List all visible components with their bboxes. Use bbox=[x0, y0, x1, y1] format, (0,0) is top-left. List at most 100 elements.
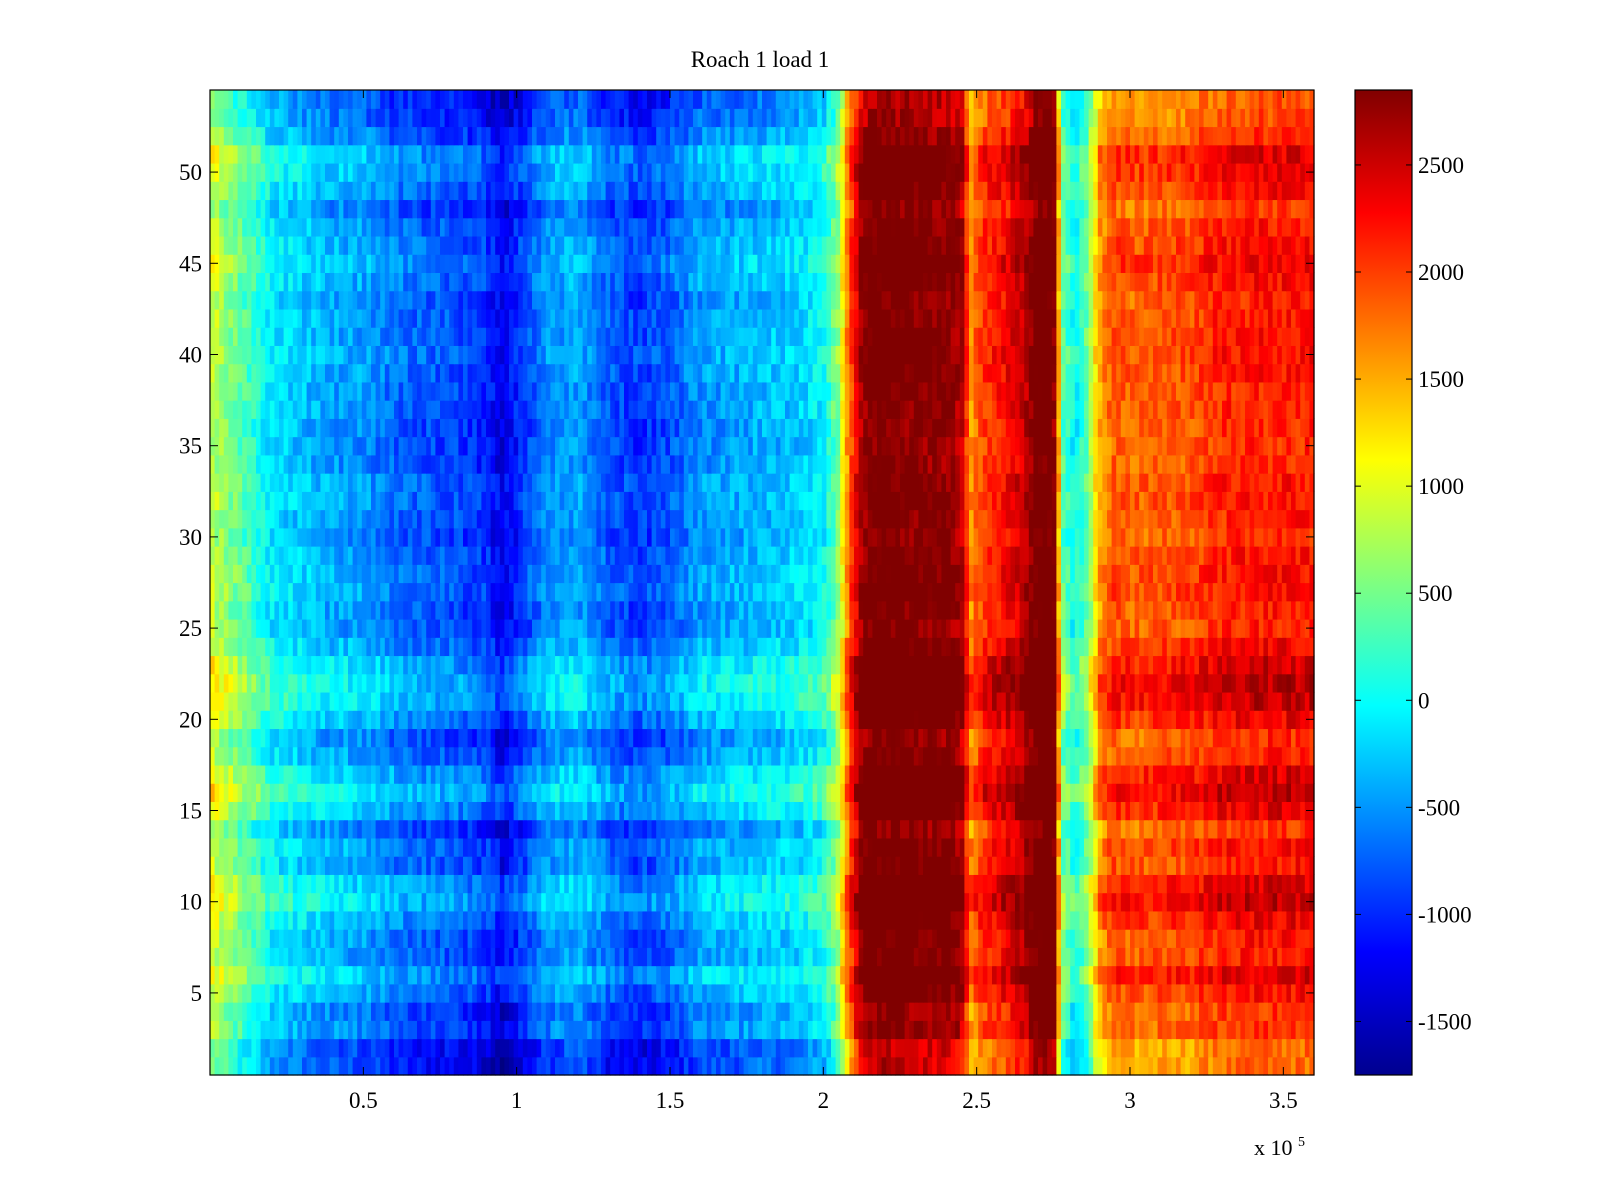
heatmap-cell bbox=[302, 856, 308, 875]
heatmap-cell bbox=[578, 1020, 584, 1040]
heatmap-cell bbox=[555, 819, 561, 839]
heatmap-cell bbox=[711, 728, 717, 748]
heatmap-cell bbox=[959, 1020, 965, 1040]
heatmap-cell bbox=[490, 746, 496, 766]
heatmap-cell bbox=[1300, 856, 1306, 875]
heatmap-cell bbox=[918, 910, 924, 930]
heatmap-cell bbox=[1203, 783, 1209, 802]
heatmap-cell bbox=[1263, 1038, 1269, 1058]
heatmap-cell bbox=[674, 892, 680, 912]
heatmap-cell bbox=[739, 746, 745, 766]
heatmap-cell bbox=[573, 783, 579, 802]
heatmap-cell bbox=[449, 1038, 455, 1058]
heatmap-cell bbox=[228, 892, 234, 912]
heatmap-cell bbox=[1226, 728, 1232, 748]
heatmap-cell bbox=[637, 892, 643, 912]
heatmap-cell bbox=[476, 728, 482, 748]
heatmap-cell bbox=[798, 764, 804, 784]
heatmap-cell bbox=[964, 1002, 970, 1021]
heatmap-cell bbox=[1272, 764, 1278, 784]
heatmap-cell bbox=[1028, 1038, 1034, 1058]
heatmap-cell bbox=[578, 801, 584, 821]
heatmap-cell bbox=[1120, 764, 1126, 784]
heatmap-cell bbox=[407, 764, 413, 784]
heatmap-cell bbox=[375, 819, 381, 839]
heatmap-cell bbox=[440, 874, 446, 894]
heatmap-cell bbox=[1281, 965, 1287, 985]
heatmap-cell bbox=[1139, 764, 1145, 784]
heatmap-cell bbox=[564, 746, 570, 766]
heatmap-cell bbox=[1176, 764, 1182, 784]
heatmap-cell bbox=[1245, 929, 1251, 948]
heatmap-cell bbox=[739, 837, 745, 857]
heatmap-cell bbox=[435, 947, 441, 967]
heatmap-cell bbox=[936, 892, 942, 912]
heatmap-cell bbox=[1254, 746, 1260, 766]
heatmap-cell bbox=[817, 1056, 823, 1076]
heatmap-cell bbox=[1079, 691, 1085, 711]
heatmap-cell bbox=[1277, 910, 1283, 930]
heatmap-cell bbox=[403, 691, 409, 711]
heatmap-cell bbox=[1166, 819, 1172, 839]
heatmap-cell bbox=[384, 728, 390, 748]
heatmap-cell bbox=[311, 892, 317, 912]
heatmap-cell bbox=[674, 837, 680, 857]
heatmap-cell bbox=[656, 947, 662, 967]
heatmap-cell bbox=[1097, 983, 1103, 1003]
heatmap-cell bbox=[748, 728, 754, 748]
heatmap-cell bbox=[1074, 783, 1080, 802]
heatmap-cell bbox=[1116, 764, 1122, 784]
heatmap-cell bbox=[1226, 1056, 1232, 1076]
heatmap-cell bbox=[1079, 783, 1085, 802]
heatmap-cell bbox=[762, 783, 768, 802]
heatmap-cell bbox=[274, 710, 280, 730]
heatmap-cell bbox=[969, 1020, 975, 1040]
heatmap-cell bbox=[1180, 819, 1186, 839]
heatmap-cell bbox=[458, 910, 464, 930]
heatmap-cell bbox=[734, 892, 740, 912]
heatmap-cell bbox=[982, 856, 988, 875]
heatmap-cell bbox=[610, 1020, 616, 1040]
heatmap-cell bbox=[279, 1020, 285, 1040]
heatmap-cell bbox=[867, 691, 873, 711]
heatmap-cell bbox=[1074, 965, 1080, 985]
heatmap-cell bbox=[849, 929, 855, 948]
heatmap-cell bbox=[826, 837, 832, 857]
heatmap-cell bbox=[1295, 947, 1301, 967]
heatmap-cell bbox=[1166, 1056, 1172, 1076]
heatmap-cell bbox=[1005, 783, 1011, 802]
heatmap-cell bbox=[936, 947, 942, 967]
heatmap-cell bbox=[522, 710, 528, 730]
heatmap-cell bbox=[541, 1020, 547, 1040]
heatmap-cell bbox=[233, 783, 239, 802]
heatmap-cell bbox=[877, 856, 883, 875]
heatmap-cell bbox=[831, 801, 837, 821]
heatmap-cell bbox=[591, 1056, 597, 1076]
heatmap-cell bbox=[950, 746, 956, 766]
heatmap-cell bbox=[435, 983, 441, 1003]
heatmap-cell bbox=[453, 801, 459, 821]
heatmap-cell bbox=[1249, 837, 1255, 857]
heatmap-cell bbox=[1042, 929, 1048, 948]
heatmap-cell bbox=[398, 728, 404, 748]
heatmap-cell bbox=[1074, 947, 1080, 967]
heatmap-cell bbox=[785, 1056, 791, 1076]
heatmap-cell bbox=[283, 983, 289, 1003]
heatmap-cell bbox=[1024, 710, 1030, 730]
heatmap-cell bbox=[895, 819, 901, 839]
heatmap-cell bbox=[1199, 856, 1205, 875]
heatmap-cell bbox=[969, 1056, 975, 1076]
heatmap-cell bbox=[564, 910, 570, 930]
heatmap-cell bbox=[315, 892, 321, 912]
heatmap-cell bbox=[417, 910, 423, 930]
heatmap-cell bbox=[1277, 783, 1283, 802]
heatmap-cell bbox=[978, 801, 984, 821]
heatmap-cell bbox=[1153, 1056, 1159, 1076]
heatmap-cell bbox=[389, 892, 395, 912]
heatmap-cell bbox=[766, 1002, 772, 1021]
heatmap-cell bbox=[858, 1038, 864, 1058]
heatmap-cell bbox=[541, 1002, 547, 1021]
heatmap-cell bbox=[1074, 1056, 1080, 1076]
heatmap-cell bbox=[973, 691, 979, 711]
heatmap-cell bbox=[601, 801, 607, 821]
